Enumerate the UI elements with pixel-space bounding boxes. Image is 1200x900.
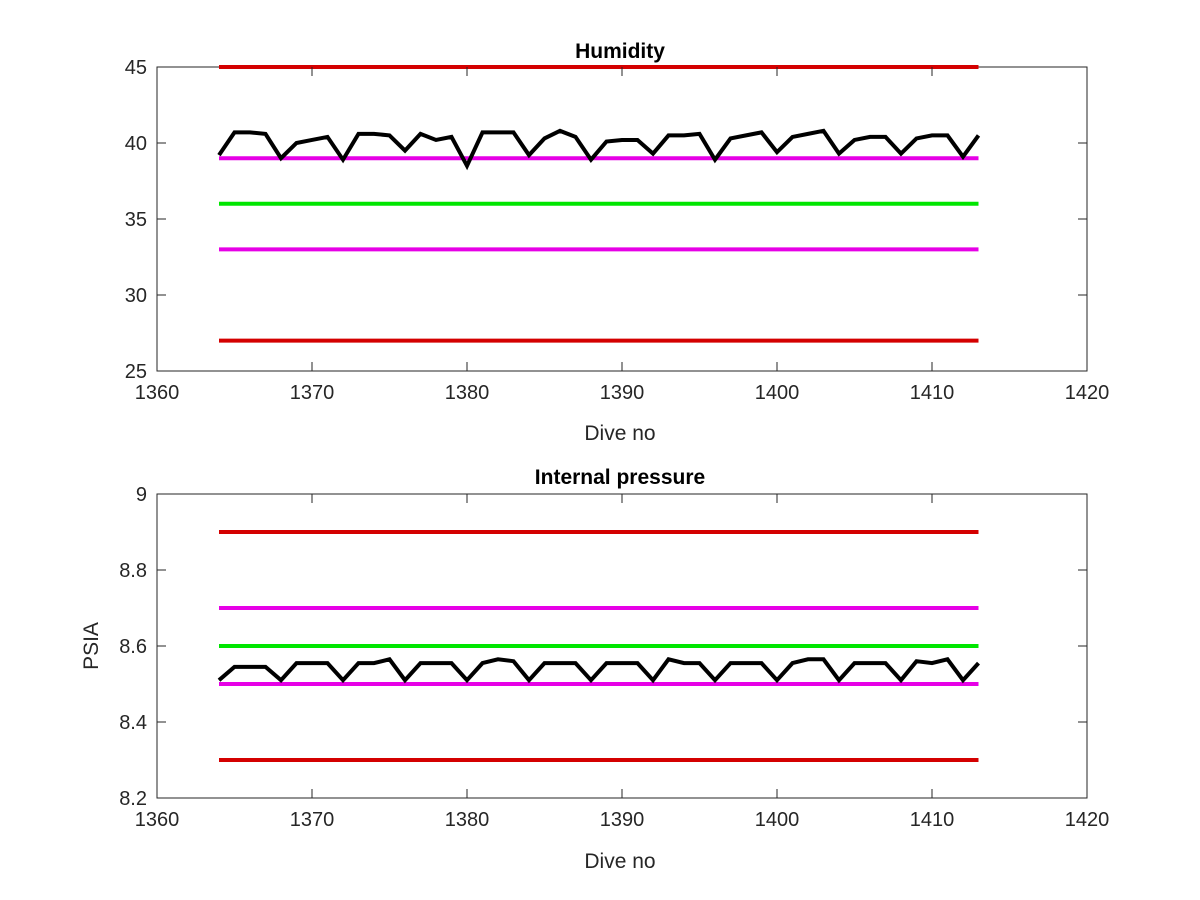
humidity-title: Humidity bbox=[575, 40, 665, 63]
humidity-x-axis-label: Dive no bbox=[584, 422, 655, 445]
internal-pressure-x-ticks: 1360 1370 1380 1390 1400 1410 1420 bbox=[135, 494, 1110, 831]
internal-pressure-x-tick-label: 1380 bbox=[445, 809, 490, 831]
humidity-axes-box bbox=[156, 66, 1088, 372]
internal-pressure-series-line-0 bbox=[217, 657, 980, 684]
internal-pressure-y-tick-label: 8.2 bbox=[119, 788, 147, 810]
internal-pressure-x-axis-label: Dive no bbox=[584, 850, 655, 873]
internal-pressure-y-tick-label: 8.4 bbox=[119, 712, 147, 734]
humidity-series bbox=[217, 128, 981, 171]
internal-pressure-x-tick-label: 1370 bbox=[290, 809, 335, 831]
internal-pressure-y-tick-label: 8.8 bbox=[119, 560, 147, 582]
humidity-series-line-0 bbox=[217, 128, 981, 171]
humidity-y-tick-label: 40 bbox=[125, 133, 147, 155]
internal-pressure-reference-lines bbox=[219, 530, 979, 762]
humidity-x-tick-label: 1410 bbox=[910, 382, 955, 404]
humidity-y-tick-label: 30 bbox=[125, 285, 147, 307]
humidity-y-tick-label: 45 bbox=[125, 57, 147, 79]
humidity-y-tick-label: 35 bbox=[125, 209, 147, 231]
internal-pressure-x-tick-label: 1400 bbox=[755, 809, 800, 831]
internal-pressure-y-tick-label: 8.6 bbox=[119, 636, 147, 658]
humidity-x-tick-label: 1390 bbox=[600, 382, 645, 404]
humidity-x-ticks: 1360 1370 1380 1390 1400 1410 1420 bbox=[135, 67, 1110, 404]
internal-pressure-x-tick-label: 1420 bbox=[1065, 809, 1110, 831]
internal-pressure-x-tick-label: 1360 bbox=[135, 809, 180, 831]
humidity-x-tick-label: 1420 bbox=[1065, 382, 1110, 404]
humidity-plot: Humidity 1360 1370 1380 1390 1400 1410 1420 25… bbox=[125, 40, 1110, 445]
humidity-x-tick-label: 1370 bbox=[290, 382, 335, 404]
internal-pressure-plot: Internal pressure 1360 1370 1380 1390 1400 14… bbox=[80, 466, 1109, 873]
internal-pressure-y-ticks: 8.2 8.4 8.6 8.8 9 bbox=[119, 484, 1087, 810]
internal-pressure-y-axis-label: PSIA bbox=[80, 622, 103, 670]
humidity-x-tick-label: 1400 bbox=[755, 382, 800, 404]
humidity-x-tick-label: 1360 bbox=[135, 382, 180, 404]
humidity-y-ticks: 25 30 35 40 45 bbox=[125, 57, 1087, 383]
humidity-y-tick-label: 25 bbox=[125, 361, 147, 383]
internal-pressure-y-tick-label: 9 bbox=[136, 484, 147, 506]
internal-pressure-title: Internal pressure bbox=[535, 466, 705, 489]
internal-pressure-x-tick-label: 1410 bbox=[910, 809, 955, 831]
humidity-x-tick-label: 1380 bbox=[445, 382, 490, 404]
internal-pressure-series bbox=[217, 657, 980, 684]
internal-pressure-x-tick-label: 1390 bbox=[600, 809, 645, 831]
